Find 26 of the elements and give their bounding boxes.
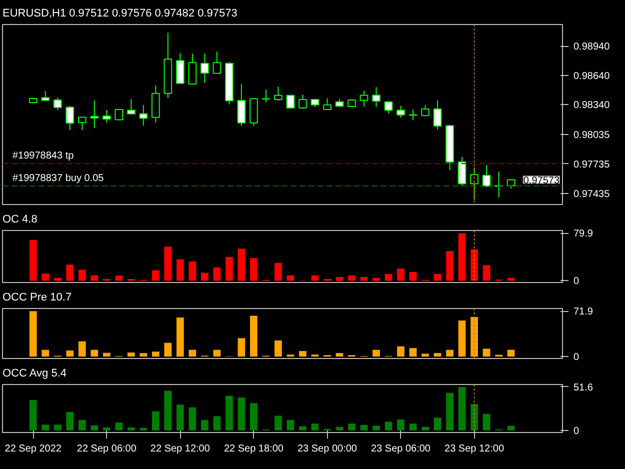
chart-title: OC 4.8 bbox=[2, 214, 38, 226]
ref-line-label: #19978837 buy 0.05 bbox=[12, 173, 104, 184]
y-tick-label: 0.98640 bbox=[574, 70, 610, 82]
y-tick-label: 0 bbox=[574, 426, 580, 437]
x-tick-label: 23 Sep 06:00 bbox=[371, 444, 431, 454]
ref-line-label: #19978843 tp bbox=[12, 150, 74, 162]
x-tick-label: 22 Sep 06:00 bbox=[76, 444, 137, 454]
y-tick-label: 0.97735 bbox=[574, 159, 610, 170]
x-tick-label: 23 Sep 12:00 bbox=[444, 444, 504, 454]
y-tick-label: 0.98940 bbox=[574, 42, 610, 53]
y-tick-label: 0 bbox=[574, 352, 580, 364]
x-tick-label: 22 Sep 12:00 bbox=[150, 444, 210, 454]
chart-title: OCC Pre 10.7 bbox=[2, 292, 72, 304]
y-tick-label: 79.9 bbox=[574, 228, 594, 240]
chart-title: OCC Avg 5.4 bbox=[2, 368, 66, 380]
y-tick-label: 51.6 bbox=[574, 382, 594, 394]
x-tick-label: 22 Sep 18:00 bbox=[224, 444, 284, 454]
x-tick-label: 23 Sep 00:00 bbox=[297, 444, 358, 454]
y-tick-label: 0.98035 bbox=[574, 130, 610, 142]
annotation: 0.97573 bbox=[523, 175, 560, 186]
y-tick-label: 0.97435 bbox=[574, 188, 610, 200]
x-tick-label: 22 Sep 2022 bbox=[4, 444, 62, 454]
y-tick-label: 0 bbox=[574, 276, 580, 288]
y-tick-label: 71.9 bbox=[574, 306, 594, 318]
chart-title: EURUSD,H1 0.97512 0.97576 0.97482 0.97573 bbox=[2, 8, 238, 20]
y-tick-label: 0.98340 bbox=[574, 100, 610, 112]
